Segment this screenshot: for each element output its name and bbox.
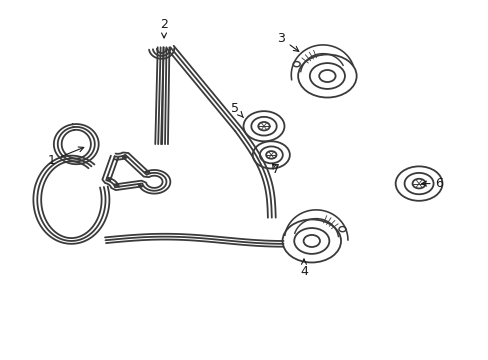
Text: 7: 7 [272, 163, 280, 176]
Text: 3: 3 [277, 32, 298, 51]
Text: 1: 1 [48, 147, 83, 167]
Text: 4: 4 [300, 259, 307, 278]
Text: 5: 5 [230, 102, 243, 118]
Text: 2: 2 [160, 18, 168, 38]
Text: 6: 6 [421, 177, 443, 190]
